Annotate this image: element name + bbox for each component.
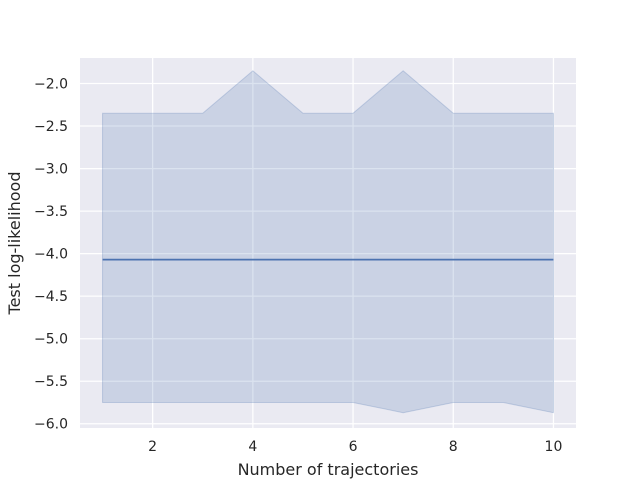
y-tick-label: −2.5: [34, 119, 68, 135]
x-tick-label: 6: [349, 439, 358, 455]
x-tick-label: 4: [248, 439, 257, 455]
x-tick-label: 10: [545, 439, 563, 455]
x-tick-label: 8: [449, 439, 458, 455]
x-tick-label: 2: [148, 439, 157, 455]
y-tick-label: −2.0: [34, 77, 68, 93]
x-axis-label: Number of trajectories: [238, 460, 419, 479]
y-tick-label: −4.5: [34, 289, 68, 305]
y-tick-labels: −2.0 −2.5 −3.0 −3.5 −4.0 −4.5 −5.0 −5.5 −6.0: [34, 77, 68, 433]
plot-background: [80, 58, 576, 428]
x-tick-labels: 2 4 6 8 10: [148, 439, 562, 455]
y-tick-label: −5.0: [34, 332, 68, 348]
y-tick-label: −6.0: [34, 417, 68, 433]
y-tick-label: −4.0: [34, 247, 68, 263]
y-tick-label: −5.5: [34, 374, 68, 390]
y-tick-label: −3.0: [34, 162, 68, 178]
y-tick-label: −3.5: [34, 204, 68, 220]
confidence-band-area: [102, 70, 554, 414]
confidence-band: [102, 70, 554, 414]
grid: [80, 58, 576, 428]
y-axis-label: Test log-likelihood: [5, 172, 24, 316]
